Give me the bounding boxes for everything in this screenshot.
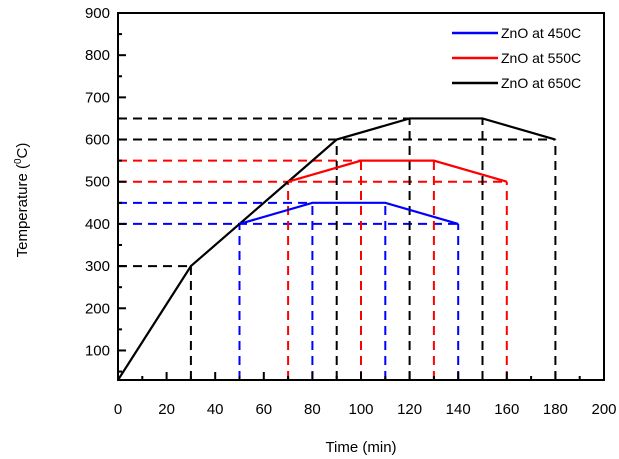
y-axis-label-main: Temperature ( [14, 164, 31, 257]
x-tick-label-100: 100 [348, 401, 373, 418]
x-tick-label-200: 200 [591, 401, 616, 418]
series-lines [117, 117, 556, 381]
axis-ticks: 0 20 40 60 80 100 120 140 160 180 200 100 200 300 400 5… [85, 5, 617, 418]
series-line-0 [239, 201, 459, 225]
guide-lines [118, 117, 557, 380]
x-axis-label: Time (min) [325, 439, 396, 456]
y-tick-label-900: 900 [85, 5, 110, 22]
y-tick-label-500: 500 [85, 174, 110, 191]
y-tick-label-700: 700 [85, 89, 110, 106]
legend-label-2: ZnO at 650C [501, 75, 581, 91]
y-tick-label-800: 800 [85, 47, 110, 64]
x-tick-label-20: 20 [158, 401, 175, 418]
x-tick-label-120: 120 [397, 401, 422, 418]
y-tick-label-300: 300 [85, 258, 110, 275]
x-tick-label-60: 60 [255, 401, 272, 418]
x-tick-label-180: 180 [543, 401, 568, 418]
series-line-2 [117, 117, 556, 381]
y-tick-label-200: 200 [85, 300, 110, 317]
series-line-1 [287, 159, 508, 183]
y-tick-label-400: 400 [85, 216, 110, 233]
y-axis-label: Temperature (0C) [13, 143, 31, 258]
x-tick-label-40: 40 [207, 401, 224, 418]
legend-label-1: ZnO at 550C [501, 50, 581, 66]
y-axis-label-tail: C) [14, 143, 31, 159]
x-tick-label-80: 80 [304, 401, 321, 418]
y-axis-label-superscript: 0 [13, 158, 24, 164]
x-tick-label-0: 0 [114, 401, 122, 418]
x-tick-label-140: 140 [446, 401, 471, 418]
x-tick-label-160: 160 [494, 401, 519, 418]
legend-label-0: ZnO at 450C [501, 25, 581, 41]
legend: ZnO at 450C ZnO at 550C ZnO at 650C [452, 25, 581, 91]
y-tick-label-100: 100 [85, 342, 110, 359]
y-tick-label-600: 600 [85, 132, 110, 149]
